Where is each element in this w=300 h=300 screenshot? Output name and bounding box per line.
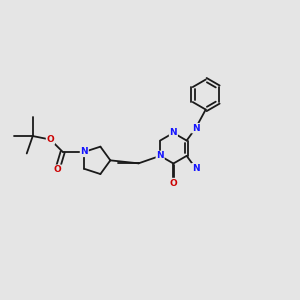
Text: N: N (192, 124, 200, 133)
Text: O: O (53, 165, 61, 174)
Text: N: N (192, 164, 200, 173)
Text: O: O (46, 135, 54, 144)
Text: N: N (80, 147, 88, 156)
Text: N: N (169, 128, 177, 137)
Text: N: N (156, 152, 164, 160)
Text: O: O (169, 178, 177, 188)
